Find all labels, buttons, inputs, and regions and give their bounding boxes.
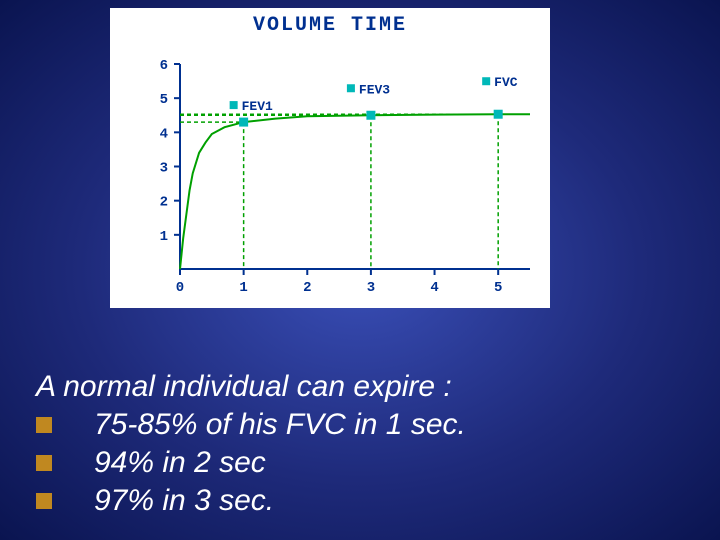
svg-text:4: 4 [430,280,438,296]
chart-frame: VOLUME TIME 1 2 3 4 5 6 0 1 2 3 4 5 FEV1 FEV3 FVC [110,8,550,308]
bullet-row-2: 97% in 3 sec. [36,484,274,518]
bullet-row-1: 94% in 2 sec [36,446,266,480]
svg-text:4: 4 [160,126,168,142]
svg-text:1: 1 [160,229,168,245]
svg-text:6: 6 [160,58,168,74]
volume-time-plot: 1 2 3 4 5 6 0 1 2 3 4 5 FEV1 FEV3 FVC [110,8,550,308]
svg-text:2: 2 [160,195,168,211]
chart-title: VOLUME TIME [110,14,550,37]
svg-text:3: 3 [367,280,375,296]
bullet-text: 75-85% of his FVC in 1 sec. [94,408,466,442]
svg-text:FEV3: FEV3 [359,82,390,97]
bullet-icon [36,455,52,471]
svg-text:1: 1 [239,280,247,296]
slide-caption: A normal individual can expire : [36,370,452,404]
svg-text:2: 2 [303,280,311,296]
svg-text:3: 3 [160,161,168,177]
bullet-icon [36,417,52,433]
svg-text:5: 5 [494,280,502,296]
bullet-text: 94% in 2 sec [94,446,266,480]
svg-text:FEV1: FEV1 [242,99,273,114]
bullet-text: 97% in 3 sec. [94,484,274,518]
bullet-icon [36,493,52,509]
svg-text:0: 0 [176,280,184,296]
svg-text:FVC: FVC [494,75,518,90]
svg-text:5: 5 [160,92,168,108]
bullet-row-0: 75-85% of his FVC in 1 sec. [36,408,466,442]
